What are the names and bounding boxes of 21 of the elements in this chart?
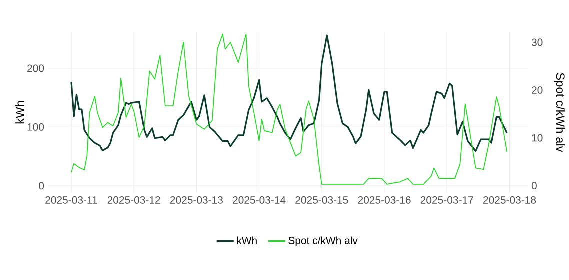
y2-tick-label: 10 xyxy=(532,134,543,142)
y-tick-label: 0 xyxy=(39,182,44,190)
y2-tick-label: 30 xyxy=(532,38,543,46)
legend-label: Spot c/kWh alv xyxy=(288,236,358,247)
y-axis-title: kWh xyxy=(16,101,24,124)
x-tick-label: 2025-03-15 xyxy=(296,196,348,204)
y-tick-label: 100 xyxy=(28,123,44,131)
legend-label: kWh xyxy=(237,236,257,244)
y-tick-label: 200 xyxy=(28,64,44,72)
x-tick-label: 2025-03-13 xyxy=(170,196,223,204)
x-tick-label: 2025-03-14 xyxy=(233,196,286,204)
x-tick-label: 2025-03-12 xyxy=(108,196,160,204)
y2-tick-label: 0 xyxy=(532,182,537,190)
x-tick-label: 2025-03-11 xyxy=(46,196,98,204)
y2-tick-label: 20 xyxy=(532,86,543,94)
line-series xyxy=(70,34,508,152)
x-tick-label: 2025-03-18 xyxy=(484,196,536,204)
x-tick-label: 2025-03-16 xyxy=(358,196,411,204)
y2-axis-title: Spot c/kWh alv xyxy=(554,73,566,152)
line-series xyxy=(71,34,508,185)
x-tick-label: 2025-03-17 xyxy=(420,196,474,204)
